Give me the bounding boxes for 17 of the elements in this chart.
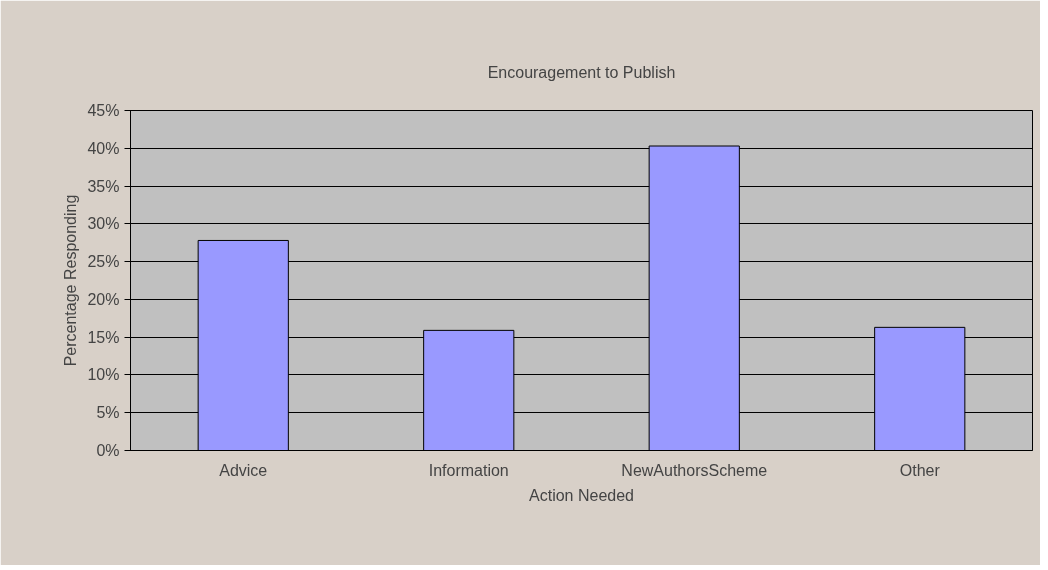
x-tick-label: NewAuthorsScheme [621,461,768,479]
x-axis-title: Action Needed [529,486,634,504]
y-tick-label: 25% [87,253,120,271]
y-tick-label: 15% [87,328,120,346]
x-tick-label: Information [428,461,509,479]
chart-title: Encouragement to Publish [487,63,676,81]
y-tick-label: 0% [96,442,120,459]
y-tick-label: 35% [87,177,120,195]
y-tick-label: 30% [87,215,120,233]
y-tick-label: 20% [87,290,120,308]
y-tick-label: 5% [96,404,120,422]
y-tick-label: 40% [87,139,120,157]
y-tick-label: 10% [87,366,120,384]
y-axis-title: Percentage Responding [62,194,80,367]
x-tick-label: Other [899,461,941,479]
x-tick-label: Advice [219,461,268,479]
y-tick-label: 45% [87,102,120,119]
